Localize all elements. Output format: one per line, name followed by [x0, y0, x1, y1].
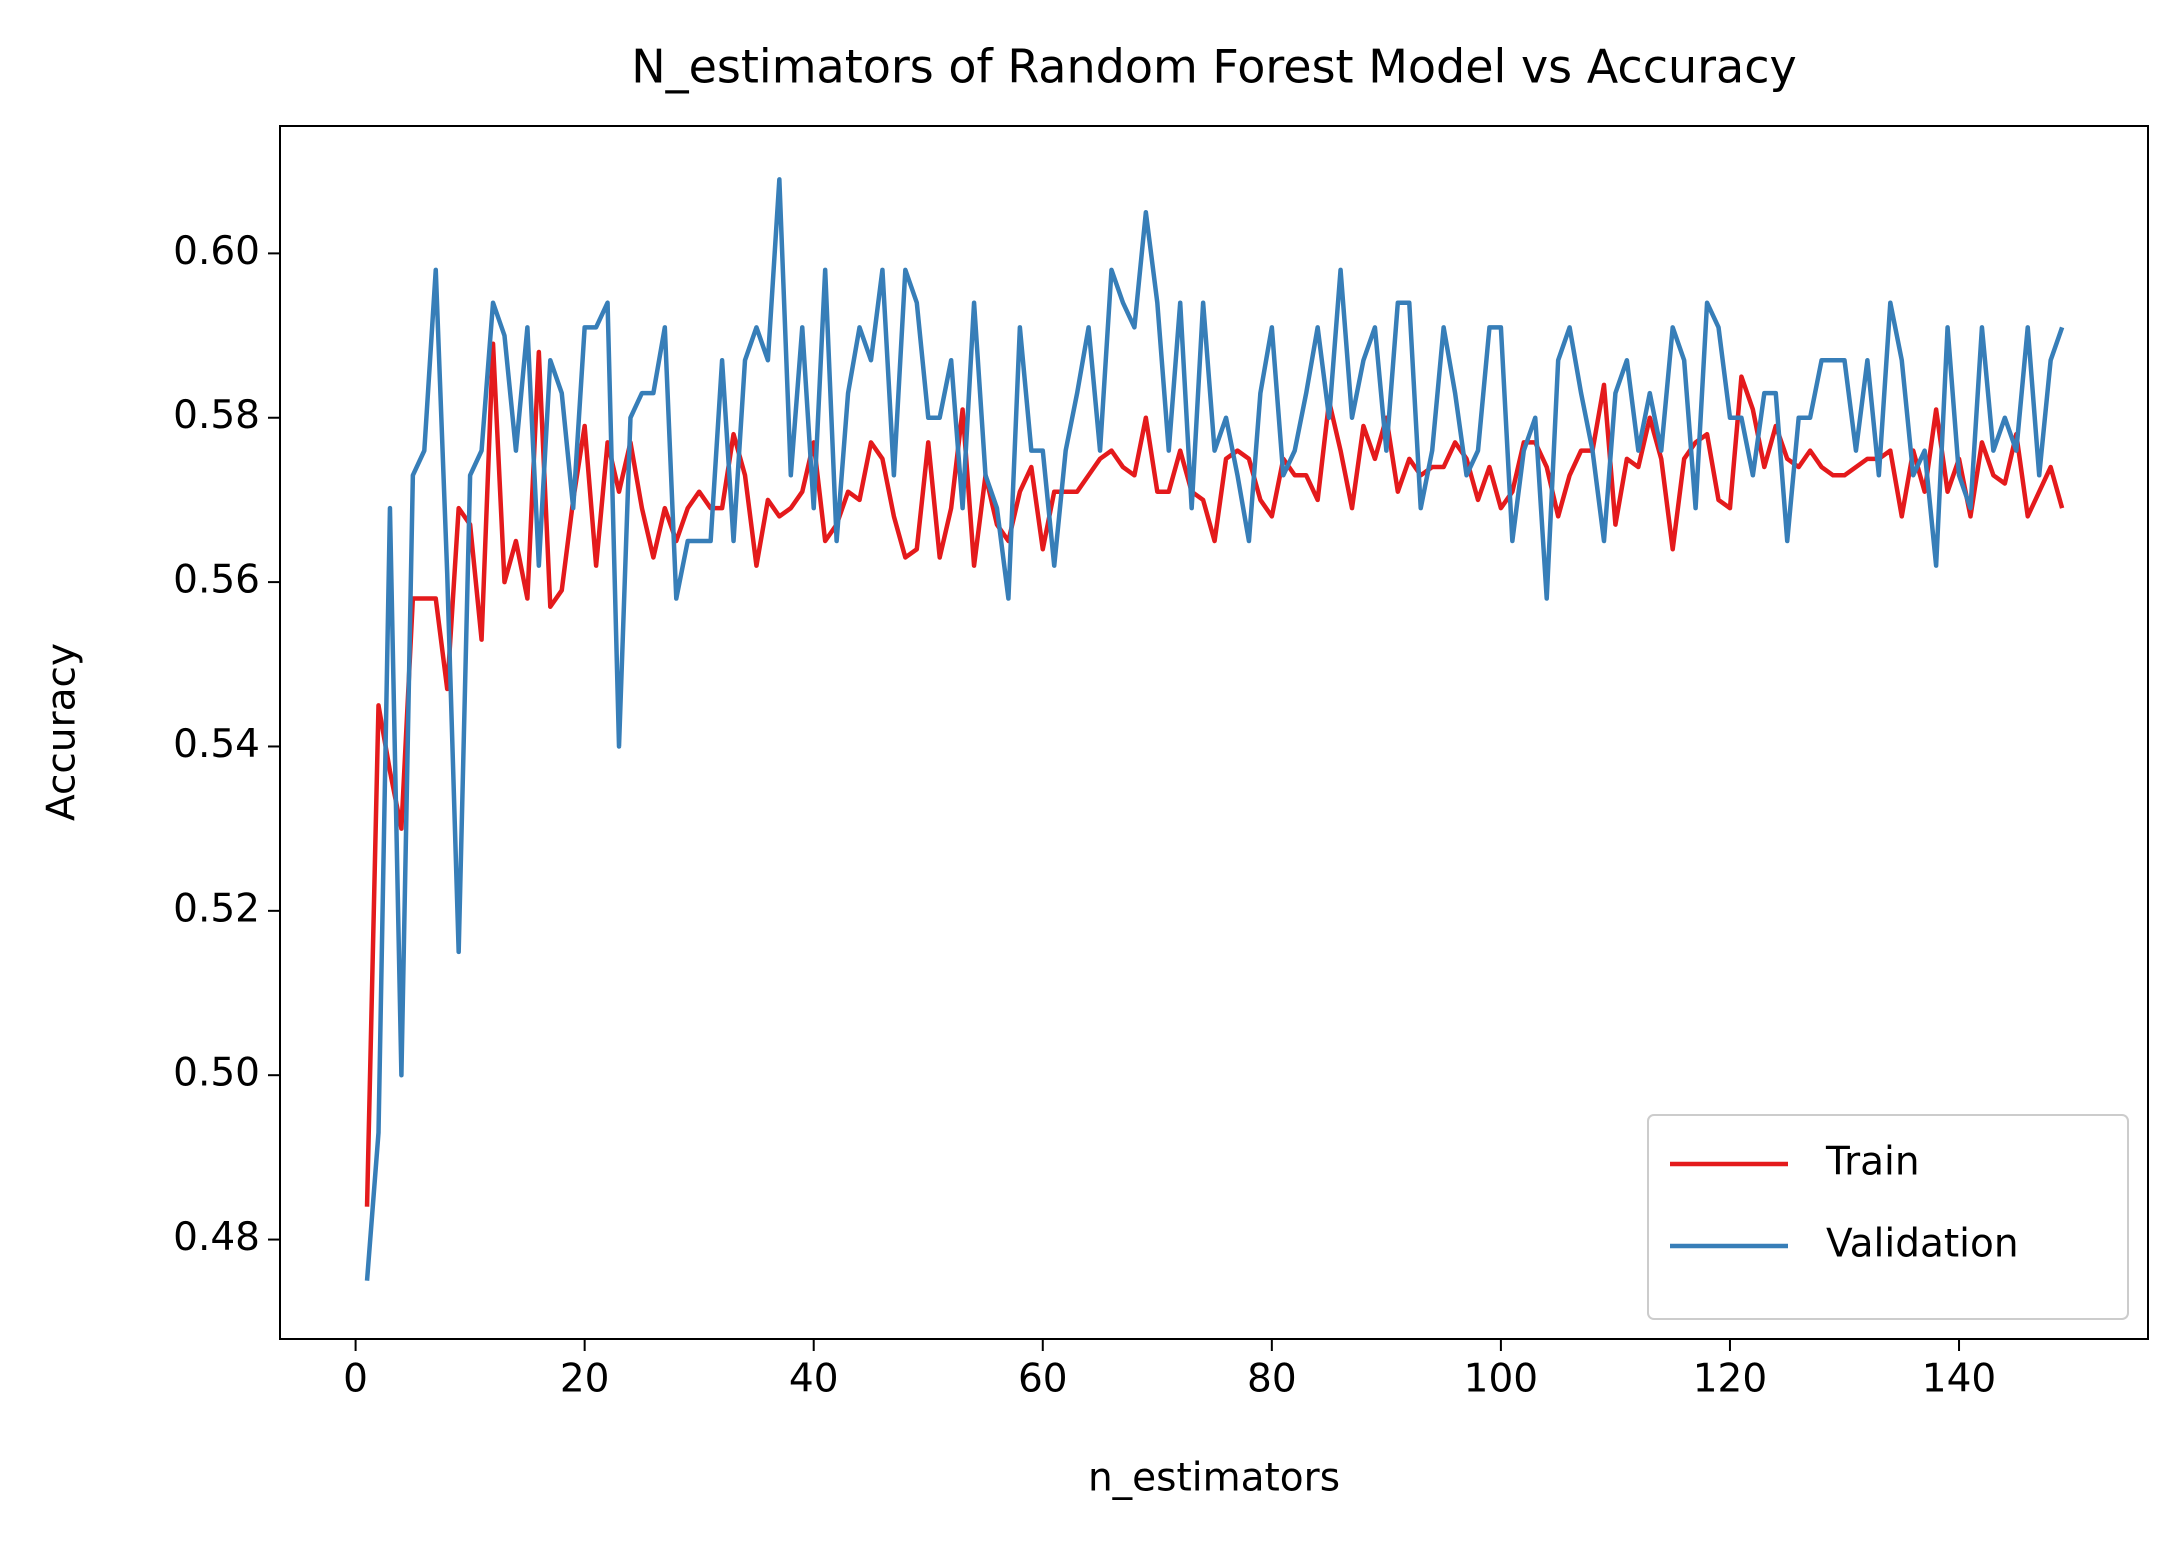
x-tick-label: 100 — [1464, 1357, 1538, 1402]
y-tick-label: 0.56 — [173, 558, 260, 603]
y-tick-label: 0.54 — [173, 722, 260, 767]
x-tick-label: 80 — [1247, 1357, 1297, 1402]
legend-label: Validation — [1826, 1222, 2019, 1267]
x-tick-label: 120 — [1693, 1357, 1767, 1402]
legend-label: Train — [1825, 1140, 1920, 1185]
x-tick-label: 20 — [560, 1357, 610, 1402]
x-tick-label: 140 — [1922, 1357, 1996, 1402]
series-line — [364, 177, 2065, 1281]
series-line — [364, 341, 2065, 1207]
y-tick-label: 0.60 — [173, 229, 260, 274]
x-tick-label: 0 — [343, 1357, 368, 1402]
x-tick-label: 40 — [789, 1357, 839, 1402]
y-tick-label: 0.52 — [173, 886, 260, 931]
y-tick-label: 0.58 — [173, 393, 260, 438]
chart-title: N_estimators of Random Forest Model vs A… — [631, 40, 1797, 94]
x-tick-label: 60 — [1018, 1357, 1068, 1402]
plot-frame — [279, 125, 2149, 1340]
y-tick-label: 0.50 — [173, 1051, 260, 1096]
y-axis-label: Accuracy — [40, 643, 85, 821]
y-tick-label: 0.48 — [173, 1215, 260, 1260]
x-axis-label: n_estimators — [1088, 1456, 1340, 1501]
